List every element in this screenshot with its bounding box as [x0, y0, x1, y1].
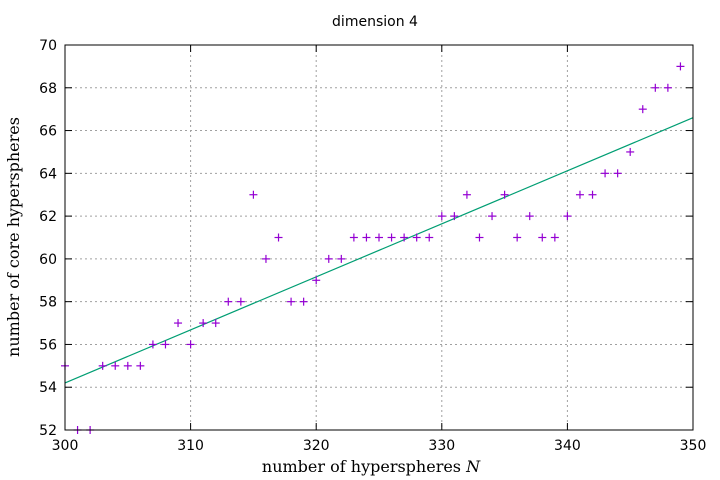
data-point — [501, 191, 509, 199]
x-tick-label: 320 — [303, 438, 330, 454]
data-point — [563, 212, 571, 220]
data-point — [676, 62, 684, 70]
y-tick-label: 54 — [39, 380, 57, 396]
data-point — [275, 234, 283, 242]
y-tick-label: 70 — [39, 38, 57, 54]
data-point — [450, 212, 458, 220]
data-point — [174, 319, 182, 327]
data-point — [664, 84, 672, 92]
data-point — [538, 234, 546, 242]
data-point — [388, 234, 396, 242]
y-tick-label: 62 — [39, 209, 57, 225]
data-point — [325, 255, 333, 263]
data-point — [513, 234, 521, 242]
data-point — [249, 191, 257, 199]
x-tick-labels: 300 310 320 330 340 350 — [52, 438, 707, 454]
x-tick-label: 340 — [554, 438, 581, 454]
data-point — [413, 234, 421, 242]
data-point — [262, 255, 270, 263]
y-tick-label: 60 — [39, 252, 57, 268]
data-point — [375, 234, 383, 242]
data-point — [350, 234, 358, 242]
data-points — [61, 62, 684, 434]
y-tick-label: 58 — [39, 295, 57, 311]
chart-title: dimension 4 — [332, 14, 418, 30]
x-tick-label: 330 — [428, 438, 455, 454]
data-point — [614, 169, 622, 177]
data-point — [639, 105, 647, 113]
data-point — [651, 84, 659, 92]
data-point — [589, 191, 597, 199]
data-point — [287, 298, 295, 306]
x-axis-label: number of hyperspheres N — [262, 457, 481, 476]
y-tick-label: 66 — [39, 124, 57, 140]
x-tick-label: 350 — [680, 438, 707, 454]
data-point — [551, 234, 559, 242]
data-point — [526, 212, 534, 220]
data-point — [362, 234, 370, 242]
y-tick-label: 56 — [39, 337, 57, 353]
y-tick-label: 52 — [39, 423, 57, 439]
y-tick-label: 68 — [39, 81, 57, 97]
data-point — [425, 234, 433, 242]
data-point — [475, 234, 483, 242]
data-point — [337, 255, 345, 263]
fit-line-layer — [65, 118, 693, 383]
data-point — [136, 362, 144, 370]
fit-line — [65, 118, 693, 383]
data-point — [438, 212, 446, 220]
data-point — [124, 362, 132, 370]
data-point — [601, 169, 609, 177]
data-point — [626, 148, 634, 156]
data-point — [237, 298, 245, 306]
data-point — [224, 298, 232, 306]
data-point — [300, 298, 308, 306]
x-axis-label-variable: N — [465, 457, 481, 476]
data-point — [463, 191, 471, 199]
data-point — [488, 212, 496, 220]
data-point — [576, 191, 584, 199]
y-tick-label: 64 — [39, 166, 57, 182]
x-tick-label: 310 — [177, 438, 204, 454]
x-tick-label: 300 — [52, 438, 79, 454]
x-axis-label-text: number of hyperspheres — [262, 457, 466, 476]
data-point — [187, 340, 195, 348]
y-axis-label: number of core hyperspheres — [4, 117, 23, 357]
y-tick-labels: 52 54 56 58 60 62 64 66 68 70 — [39, 38, 57, 439]
